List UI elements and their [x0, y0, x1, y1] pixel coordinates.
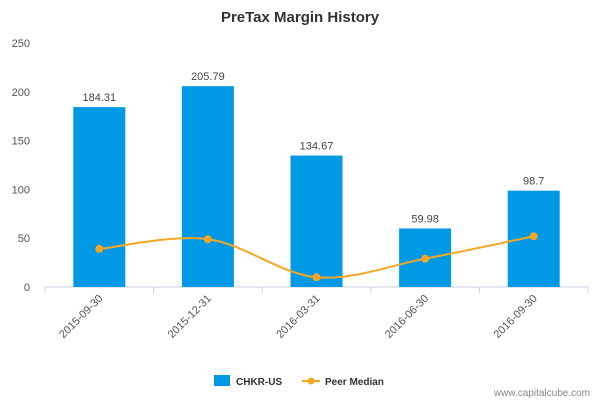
y-tick-label: 100: [12, 184, 30, 196]
peer-median-point: [312, 273, 321, 282]
line-series: [95, 232, 538, 282]
bar-data-label: 134.67: [300, 141, 334, 153]
y-axis: 0 50 100 150 200 250: [12, 38, 30, 294]
x-tick-label: 2015-09-30: [57, 293, 105, 341]
y-tick-label: 0: [24, 282, 30, 294]
peer-median-point: [529, 232, 538, 241]
bar-data-label: 59.98: [411, 213, 439, 225]
x-tick-label: 2016-03-31: [274, 293, 322, 341]
bar: [290, 155, 343, 287]
chart-title: PreTax Margin History: [221, 9, 380, 26]
y-tick-label: 150: [12, 136, 30, 148]
bar: [73, 107, 126, 288]
y-tick-label: 50: [18, 233, 30, 245]
bar: [181, 86, 234, 287]
legend-swatch-bar: [214, 375, 230, 386]
bar-data-label: 205.79: [191, 71, 225, 83]
y-tick-label: 200: [12, 87, 30, 99]
y-tick-label: 250: [12, 38, 30, 50]
x-tick-label: 2016-06-30: [383, 293, 431, 341]
peer-median-point: [95, 244, 104, 253]
credit-text: www.capitalcube.com: [493, 388, 590, 399]
legend: CHKR-US Peer Median: [214, 375, 384, 388]
bar-data-label: 184.31: [82, 92, 116, 104]
legend-label: Peer Median: [325, 377, 384, 388]
x-axis: 2015-09-30 2015-12-31 2016-03-31 2016-06-30…: [44, 286, 589, 341]
x-tick-label: 2016-09-30: [492, 293, 540, 341]
x-tick-label: 2015-12-31: [166, 293, 214, 341]
bar-series: 184.31 205.79 134.67 59.98 98.7: [73, 71, 560, 288]
peer-median-point: [421, 254, 430, 263]
bar-data-label: 98.7: [523, 176, 544, 188]
peer-median-point: [203, 235, 212, 244]
legend-label: CHKR-US: [236, 377, 282, 388]
legend-swatch-marker: [307, 377, 315, 385]
